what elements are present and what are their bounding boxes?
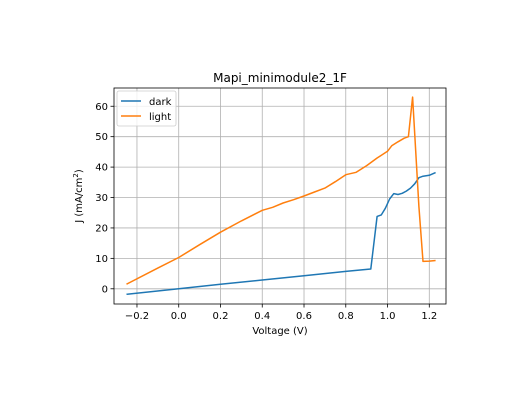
- legend-box: [116, 90, 177, 127]
- y-axis-label-end: ): [74, 169, 85, 173]
- y-ticks: 0 10 20 30 40 50 60: [95, 102, 114, 295]
- legend: dark light: [116, 90, 177, 127]
- y-axis-label: J (mA/cm2): [72, 169, 85, 224]
- x-tick-label: 0.4: [254, 311, 270, 322]
- chart-title: Mapi_minimodule2_1F: [213, 71, 347, 85]
- legend-label-dark: dark: [149, 97, 172, 108]
- y-tick-label: 40: [95, 163, 108, 174]
- grid-lines: [114, 88, 446, 304]
- y-tick-label: 10: [95, 254, 108, 265]
- x-tick-label: 1.0: [380, 311, 396, 322]
- y-tick-label: 60: [95, 102, 108, 113]
- x-ticks: −0.2 0.0 0.2 0.4 0.6 0.8 1.0 1.2: [125, 304, 437, 322]
- x-tick-label: 0.0: [171, 311, 187, 322]
- legend-label-light: light: [149, 112, 171, 123]
- y-axis-label-main: J (mA/cm: [74, 178, 85, 224]
- series-line-light: [126, 96, 436, 285]
- x-tick-label: 1.2: [421, 311, 437, 322]
- x-tick-label: 0.2: [213, 311, 229, 322]
- x-axis-label: Voltage (V): [252, 326, 307, 337]
- x-tick-label: 0.6: [296, 311, 312, 322]
- y-tick-label: 20: [95, 223, 108, 234]
- x-tick-label: 0.8: [338, 311, 354, 322]
- series-lines: [126, 96, 436, 296]
- y-tick-label: 30: [95, 193, 108, 204]
- y-axis-label-sup: 2: [72, 173, 80, 177]
- y-tick-label: 50: [95, 132, 108, 143]
- y-tick-label: 0: [102, 284, 108, 295]
- plot-frame: [113, 87, 447, 305]
- x-tick-label: −0.2: [125, 311, 149, 322]
